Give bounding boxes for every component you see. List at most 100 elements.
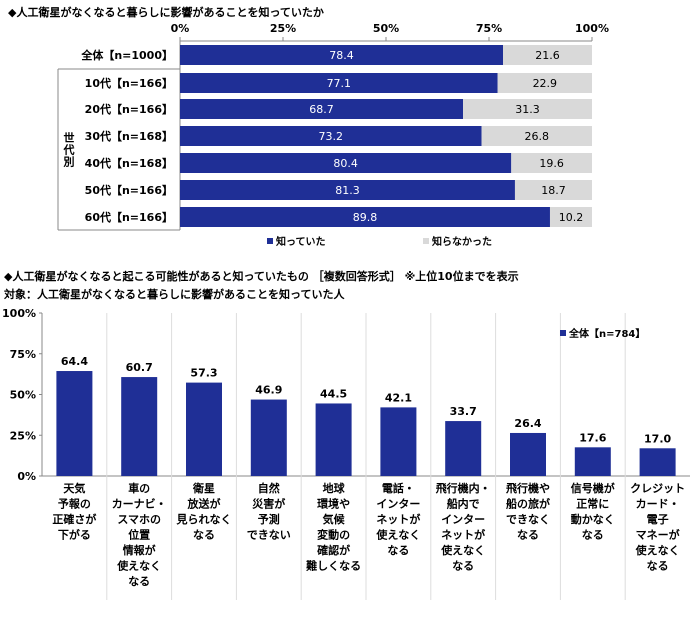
data-label: 19.6 <box>539 157 564 170</box>
y-tick-label: 50% <box>10 389 36 402</box>
category-label-line: クレジット <box>630 482 685 495</box>
bar-knew <box>180 126 482 146</box>
data-label: 42.1 <box>385 391 412 404</box>
category-label: 60代【n=166】 <box>85 210 173 224</box>
bar-did-not-know <box>549 207 592 227</box>
category-label-line: できなく <box>506 513 550 526</box>
category-label-line: できない <box>247 529 291 542</box>
legend-label: 知らなかった <box>431 235 492 248</box>
data-label: 22.9 <box>533 77 558 90</box>
category-label-line: 使えなく <box>116 559 161 573</box>
category-label-line: 災害が <box>251 497 285 511</box>
group-label: 世代別 <box>62 132 75 168</box>
category-label: 飛行機内・船内でインターネットが使えなくなる <box>435 481 491 573</box>
bar-knew <box>180 73 498 93</box>
bar <box>250 399 287 476</box>
bar <box>574 447 611 476</box>
bar-knew <box>180 45 504 65</box>
category-label-line: 確認が <box>317 543 350 557</box>
y-tick-label: 75% <box>10 348 36 361</box>
data-label: 10.2 <box>559 211 584 224</box>
data-label: 68.7 <box>309 103 334 116</box>
bar <box>445 421 482 476</box>
category-label-line: 電話・ <box>382 481 415 495</box>
data-label: 64.4 <box>61 355 88 368</box>
y-tick-label: 0% <box>17 470 36 483</box>
bar-did-not-know <box>463 99 592 119</box>
legend-swatch <box>267 238 273 244</box>
data-label: 73.2 <box>319 130 344 143</box>
bar-did-not-know <box>481 126 592 146</box>
category-label-line: ネットが <box>441 528 485 542</box>
category-label-line: なる <box>387 544 409 557</box>
bar <box>121 377 158 476</box>
category-label-line: なる <box>582 529 604 542</box>
category-label-line: 使えなく <box>635 543 680 557</box>
category-label-line: 正常に <box>576 497 609 511</box>
data-label: 17.0 <box>644 432 671 445</box>
category-label: 地球環境や気候変動の確認が難しくなる <box>306 481 361 573</box>
category-label-line: 下がる <box>58 528 91 542</box>
bar <box>56 371 93 476</box>
data-label: 21.6 <box>535 49 560 62</box>
chart2-subtitle: 対象：人工衛星がなくなると暮らしに影響があることを知っていた人 <box>3 287 345 301</box>
bar <box>639 448 676 476</box>
data-label: 46.9 <box>255 384 282 397</box>
category-label-line: 電子 <box>647 513 669 526</box>
category-label: 10代【n=166】 <box>85 76 173 90</box>
category-label-line: なる <box>193 529 215 542</box>
category-label-line: なる <box>452 560 474 573</box>
bar-knew <box>180 180 515 200</box>
category-label-line: 車の <box>128 481 150 495</box>
category-label-line: 信号機が <box>571 481 615 495</box>
x-tick-label: 50% <box>373 22 399 35</box>
category-label: 20代【n=166】 <box>85 102 173 116</box>
category-label: 車のカーナビ・スマホの位置情報が使えなくなる <box>112 481 167 588</box>
category-label-line: 環境や <box>317 497 350 511</box>
data-label: 31.3 <box>515 103 540 116</box>
legend-label: 全体【n=784】 <box>568 327 645 340</box>
chart1-title: ◆人工衛星がなくなると暮らしに影響があることを知っていたか <box>8 5 324 19</box>
category-label: 電話・インターネットが使えなくなる <box>375 481 420 557</box>
category-label-line: インター <box>376 498 420 511</box>
data-label: 44.5 <box>320 387 347 400</box>
category-label: クレジットカード・電子マネーが使えなくなる <box>630 482 685 573</box>
category-label-line: ネットが <box>376 512 420 526</box>
category-label-line: 動かなく <box>571 512 615 526</box>
category-label-line: 見られなく <box>176 513 232 526</box>
bar <box>510 432 546 476</box>
category-label: 衛星放送が見られなくなる <box>176 481 232 542</box>
category-label-line: 使えなく <box>440 543 485 557</box>
category-label-line: 予測 <box>258 512 280 526</box>
legend-swatch <box>423 238 429 244</box>
data-label: 26.4 <box>514 417 541 430</box>
data-label: 80.4 <box>333 157 358 170</box>
bar-knew <box>180 153 512 173</box>
category-label-line: 放送が <box>187 497 221 511</box>
category-label-line: 地球 <box>323 481 346 495</box>
legend-swatch <box>560 330 566 336</box>
x-tick-label: 100% <box>575 22 609 35</box>
y-tick-label: 25% <box>10 429 36 442</box>
bar-did-not-know <box>511 153 592 173</box>
bar <box>315 403 352 476</box>
category-label-line: 難しくなる <box>306 559 361 573</box>
data-label: 77.1 <box>327 77 352 90</box>
data-label: 78.4 <box>329 49 354 62</box>
category-label-line: スマホの <box>117 513 161 526</box>
data-label: 18.7 <box>541 184 566 197</box>
legend-label: 知っていた <box>275 235 326 248</box>
data-label: 89.8 <box>353 211 378 224</box>
x-tick-label: 0% <box>171 22 190 35</box>
bar-did-not-know <box>497 73 592 93</box>
category-label: 30代【n=168】 <box>85 129 173 143</box>
x-tick-label: 25% <box>270 22 296 35</box>
data-label: 26.8 <box>525 130 550 143</box>
bar-did-not-know <box>503 45 592 65</box>
bar <box>380 407 417 476</box>
category-label-line: 船の旅が <box>506 497 550 511</box>
category-label-line: 使えなく <box>375 528 420 542</box>
data-label: 17.6 <box>579 431 606 444</box>
category-label-line: 飛行機内・ <box>435 481 491 495</box>
category-label-line: 位置 <box>128 528 150 542</box>
